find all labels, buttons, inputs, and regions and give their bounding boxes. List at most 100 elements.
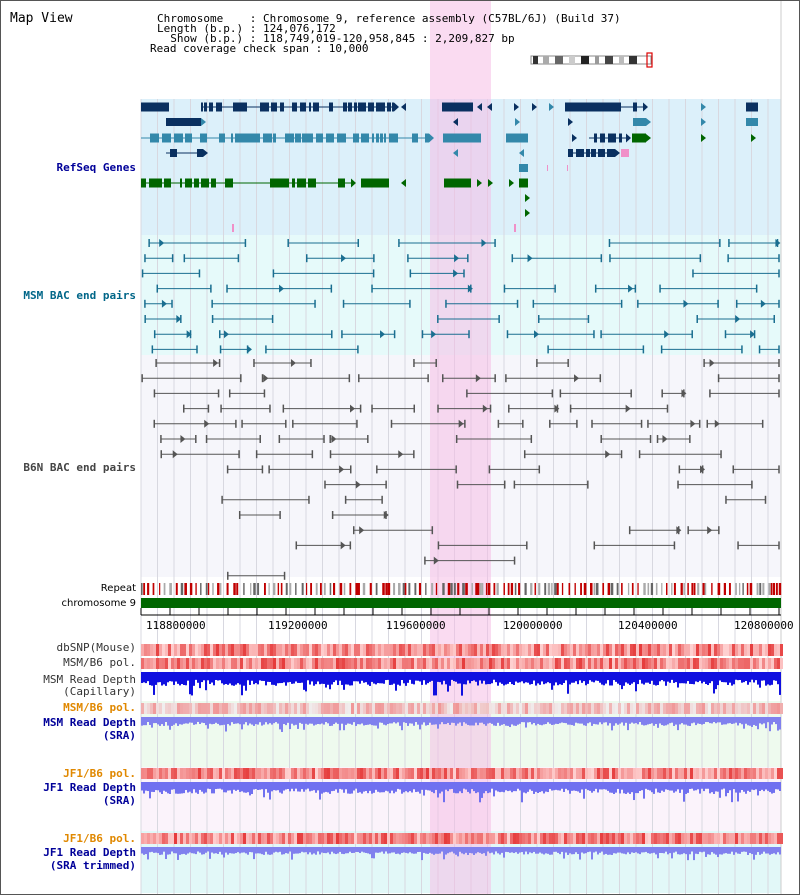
jf1-b6-pol-cell (474, 768, 477, 779)
msm-b6-pol-cell (741, 658, 744, 669)
jf1-depth-sra-bar (621, 782, 623, 790)
msm-b6-pol-cell (396, 658, 399, 669)
msm-depth-capillary-bar (501, 672, 503, 684)
jf1-b6-pol-cell-2 (747, 833, 750, 844)
jf1-b6-pol-cell-2 (573, 833, 576, 844)
jf1-depth-trim-bar (733, 847, 735, 855)
msm-b6-pol-cell (453, 658, 456, 669)
gene-exon (197, 149, 203, 157)
jf1-depth-trim-bar (621, 847, 623, 854)
jf1-depth-trim-bar (145, 847, 147, 855)
dbsnp-heat-cell (591, 644, 594, 656)
msm-depth-capillary-bar (531, 672, 533, 685)
msm-depth-sra-bar (177, 717, 179, 726)
jf1-depth-trim-bar (543, 847, 545, 855)
msm-depth-sra-bar (331, 717, 333, 726)
msm-depth-capillary-bar (367, 672, 369, 685)
msm-depth-sra-bar (223, 717, 225, 725)
msm-b6-pol-orange-cell (600, 703, 603, 714)
msm-depth-capillary-bar (675, 672, 677, 683)
msm-b6-pol-orange-cell (525, 703, 528, 714)
b6n-bac-pair-arrow (340, 541, 346, 550)
msm-b6-pol-orange-cell (516, 703, 519, 714)
jf1-depth-sra-bar (179, 782, 181, 794)
repeat-mark (207, 583, 210, 595)
jf1-depth-trim-bar (629, 847, 631, 855)
dbsnp-heat-cell (180, 644, 183, 656)
b6n-bac-pair-arrow (700, 465, 706, 474)
msm-b6-pol-orange-cell (756, 703, 759, 714)
msm-depth-sra-bar (523, 717, 525, 723)
msm-b6-pol-orange-cell (507, 703, 510, 714)
chromosome-ideogram[interactable] (529, 51, 659, 69)
jf1-b6-pol-cell-2 (414, 833, 417, 844)
msm-depth-sra-bar (441, 717, 443, 723)
gene-exon (180, 178, 182, 188)
dbsnp-heat-cell (573, 644, 576, 656)
jf1-depth-sra-bar (763, 782, 765, 792)
dbsnp-heat-cell (225, 644, 228, 656)
jf1-depth-sra-bar (341, 782, 343, 790)
jf1-depth-trim-bar (555, 847, 557, 852)
jf1-depth-trim-bar (655, 847, 657, 855)
gene-exon (185, 133, 188, 143)
msm-depth-sra-bar (395, 717, 397, 724)
msm-depth-capillary-bar (409, 672, 411, 680)
msm-depth-capillary-bar (415, 672, 417, 681)
msm-bac-pair-arrow (527, 254, 533, 263)
jf1-b6-pol-cell (489, 768, 492, 779)
jf1-b6-pol-cell (711, 768, 714, 779)
jf1-b6-pol-cell (177, 768, 180, 779)
msm-depth-capillary-bar (469, 672, 471, 684)
msm-depth-capillary-bar (657, 672, 659, 686)
jf1-depth-trim-bar (385, 847, 387, 852)
strand-arrow (751, 134, 756, 142)
jf1-depth-trim-bar (309, 847, 311, 853)
jf1-depth-sra-bar (479, 782, 481, 803)
jf1-depth-sra-bar (545, 782, 547, 792)
jf1-b6-pol-cell-2 (351, 833, 354, 844)
jf1-depth-trim-bar (331, 847, 333, 852)
jf1-depth-trim-bar (707, 847, 709, 855)
b6n-bac-pair-arrow (433, 556, 439, 565)
msm-bac-pair-arrow (341, 254, 347, 263)
msm-depth-capillary-bar (631, 672, 633, 684)
jf1-b6-pol-cell-2 (549, 833, 552, 844)
msm-b6-pol-cell (705, 658, 708, 669)
jf1-b6-pol-cell (141, 768, 144, 779)
jf1-b6-pol-cell (777, 768, 780, 779)
msm-depth-sra-bar (411, 717, 413, 724)
msm-depth-capillary-bar (597, 672, 599, 681)
msm-b6-pol-cell (447, 658, 450, 669)
jf1-depth-trim-bar (495, 847, 497, 852)
repeat-mark (289, 583, 292, 595)
msm-b6-pol-cell (282, 658, 285, 669)
jf1-depth-sra-bar (263, 782, 265, 798)
jf1-depth-trim-bar (521, 847, 523, 853)
msm-b6-pol-cell (312, 658, 315, 669)
jf1-depth-trim-bar (457, 847, 459, 857)
repeat-mark (315, 583, 318, 595)
jf1-b6-pol-cell-2 (597, 833, 600, 844)
jf1-b6-pol-cell (738, 768, 741, 779)
selection-highlight[interactable] (430, 1, 491, 894)
dbsnp-heat-cell (696, 644, 699, 656)
repeat-mark (343, 583, 346, 595)
jf1-depth-trim-bar (697, 847, 699, 855)
msm-depth-capillary-bar (273, 672, 275, 685)
msm-b6-pol-cell (759, 658, 762, 669)
msm-b6-pol-orange-cell (168, 703, 171, 714)
dbsnp-heat-cell (726, 644, 729, 656)
gene-exon (353, 133, 359, 143)
jf1-depth-trim-bar (395, 847, 397, 854)
jf1-depth-sra-bar (733, 782, 735, 790)
jf1-b6-pol-cell (240, 768, 243, 779)
jf1-depth-trim-bar (251, 847, 253, 853)
msm-b6-pol-cell (552, 658, 555, 669)
jf1-depth-sra-bar (745, 782, 747, 794)
msm-depth-capillary-bar (705, 672, 707, 685)
dbsnp-heat-cell (663, 644, 666, 656)
msm-b6-pol-cell (465, 658, 468, 669)
gene-exon (591, 149, 596, 157)
